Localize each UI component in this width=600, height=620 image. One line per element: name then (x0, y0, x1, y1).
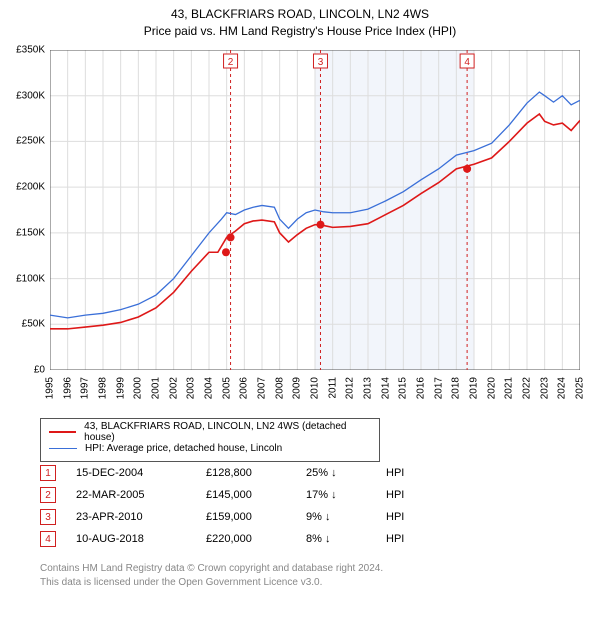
x-tick-label: 2000 (133, 377, 144, 399)
sale-price: £128,800 (206, 467, 306, 479)
sale-vs-hpi: HPI (386, 511, 404, 523)
sale-row: 3 23-APR-2010£159,0009% ↓HPI (40, 506, 460, 528)
legend-swatch (49, 431, 76, 433)
x-tick-label: 2015 (398, 377, 409, 399)
x-tick-label: 1998 (98, 377, 109, 399)
y-tick-label: £200K (16, 182, 45, 193)
y-tick-label: £0 (34, 365, 45, 376)
x-tick-label: 2010 (310, 377, 321, 399)
sale-marker-box: 2 (40, 487, 56, 503)
sale-price: £220,000 (206, 533, 306, 545)
sale-diff: 8% ↓ (306, 533, 386, 545)
x-tick-label: 1996 (62, 377, 73, 399)
sale-vs-hpi: HPI (386, 467, 404, 479)
x-tick-label: 2022 (522, 377, 533, 399)
sale-marker-box: 4 (40, 531, 56, 547)
sale-price: £159,000 (206, 511, 306, 523)
sales-table: 115-DEC-2004£128,80025% ↓HPI222-MAR-2005… (40, 462, 460, 550)
x-tick-label: 2002 (168, 377, 179, 399)
sale-diff: 25% ↓ (306, 467, 386, 479)
sale-diff: 17% ↓ (306, 489, 386, 501)
x-tick-label: 2020 (486, 377, 497, 399)
y-tick-label: £50K (22, 319, 45, 330)
legend-row: 43, BLACKFRIARS ROAD, LINCOLN, LN2 4WS (… (49, 424, 371, 440)
x-tick-label: 2024 (557, 377, 568, 399)
x-tick-label: 2023 (539, 377, 550, 399)
svg-text:4: 4 (464, 57, 470, 68)
svg-text:2: 2 (228, 57, 234, 68)
x-tick-label: 2014 (380, 377, 391, 399)
footer-attribution: Contains HM Land Registry data © Crown c… (40, 562, 383, 589)
x-tick-label: 2021 (504, 377, 515, 399)
x-tick-label: 2007 (257, 377, 268, 399)
x-tick-label: 2013 (363, 377, 374, 399)
legend-text: HPI: Average price, detached house, Linc… (85, 443, 282, 454)
legend-text: 43, BLACKFRIARS ROAD, LINCOLN, LN2 4WS (… (84, 421, 371, 443)
x-tick-label: 1997 (80, 377, 91, 399)
x-tick-label: 2018 (451, 377, 462, 399)
x-tick-label: 2016 (416, 377, 427, 399)
sale-date: 22-MAR-2005 (76, 489, 206, 501)
x-tick-label: 2011 (327, 377, 338, 399)
chart-svg: 2 3 4 (50, 50, 580, 370)
footer-line-2: This data is licensed under the Open Gov… (40, 576, 383, 590)
sale-diff: 9% ↓ (306, 511, 386, 523)
x-tick-label: 1995 (45, 377, 56, 399)
legend-box: 43, BLACKFRIARS ROAD, LINCOLN, LN2 4WS (… (40, 418, 380, 462)
x-tick-label: 2017 (433, 377, 444, 399)
sale-price: £145,000 (206, 489, 306, 501)
svg-text:3: 3 (318, 57, 324, 68)
chart-plot-area: 2 3 4 (50, 50, 580, 370)
sale-vs-hpi: HPI (386, 533, 404, 545)
x-tick-label: 2025 (575, 377, 586, 399)
sale-row: 2 22-MAR-2005£145,00017% ↓HPI (40, 484, 460, 506)
title-line-2: Price paid vs. HM Land Registry's House … (0, 23, 600, 40)
sale-marker-box: 3 (40, 509, 56, 525)
x-tick-label: 2001 (151, 377, 162, 399)
x-tick-label: 2019 (469, 377, 480, 399)
y-tick-label: £350K (16, 45, 45, 56)
footer-line-1: Contains HM Land Registry data © Crown c… (40, 562, 383, 576)
y-tick-label: £150K (16, 227, 45, 238)
y-tick-label: £250K (16, 136, 45, 147)
x-tick-label: 2003 (186, 377, 197, 399)
x-tick-label: 2008 (274, 377, 285, 399)
x-axis-labels: 1995199619971998199920002001200220032004… (50, 373, 580, 413)
sale-marker-box: 1 (40, 465, 56, 481)
x-tick-label: 2004 (204, 377, 215, 399)
y-tick-label: £100K (16, 273, 45, 284)
legend-swatch (49, 448, 77, 449)
sale-row: 4 10-AUG-2018£220,0008% ↓HPI (40, 528, 460, 550)
x-tick-label: 2006 (239, 377, 250, 399)
sale-date: 23-APR-2010 (76, 511, 206, 523)
chart-title-block: 43, BLACKFRIARS ROAD, LINCOLN, LN2 4WS P… (0, 0, 600, 40)
y-tick-label: £300K (16, 90, 45, 101)
x-tick-label: 2012 (345, 377, 356, 399)
x-tick-label: 2005 (221, 377, 232, 399)
sale-date: 15-DEC-2004 (76, 467, 206, 479)
sale-date: 10-AUG-2018 (76, 533, 206, 545)
x-tick-label: 2009 (292, 377, 303, 399)
sale-row: 1 15-DEC-2004£128,80025% ↓HPI (40, 462, 460, 484)
title-line-1: 43, BLACKFRIARS ROAD, LINCOLN, LN2 4WS (0, 6, 600, 23)
sale-vs-hpi: HPI (386, 489, 404, 501)
x-tick-label: 1999 (115, 377, 126, 399)
y-axis-labels: £0£50K£100K£150K£200K£250K£300K£350K (0, 50, 48, 370)
